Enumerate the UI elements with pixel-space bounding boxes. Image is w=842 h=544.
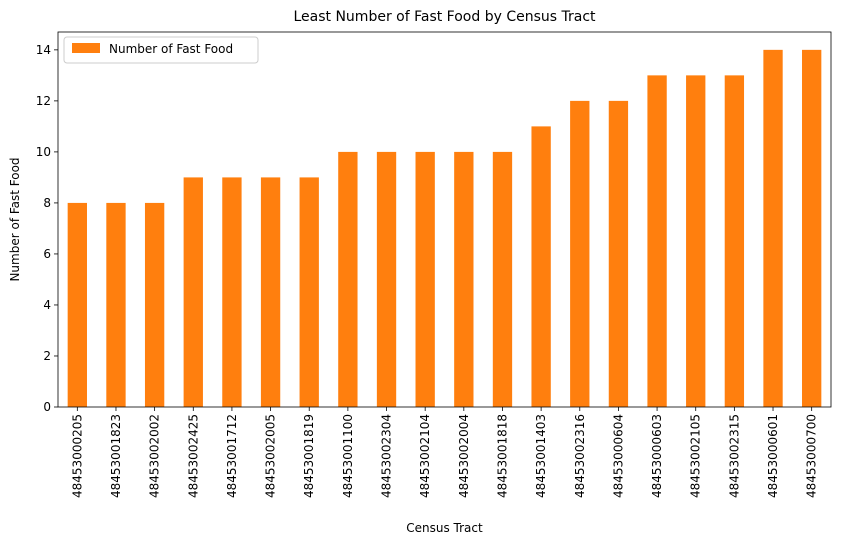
y-tick-label: 12 bbox=[36, 94, 51, 108]
bar-48453001100 bbox=[338, 151, 358, 407]
bar-48453000205 bbox=[67, 202, 87, 407]
y-tick-label: 14 bbox=[36, 43, 51, 57]
x-tick-label: 48453002002 bbox=[148, 414, 162, 498]
bar-48453002315 bbox=[724, 75, 745, 408]
x-tick-label: 48453002104 bbox=[418, 414, 432, 498]
x-tick-label: 48453002005 bbox=[264, 414, 278, 498]
y-tick-label: 8 bbox=[43, 196, 51, 210]
x-tick-label: 48453000700 bbox=[805, 414, 819, 498]
x-tick-label: 48453002105 bbox=[689, 414, 703, 498]
x-tick-label: 48453001818 bbox=[495, 414, 509, 498]
bar-48453001819 bbox=[299, 177, 319, 407]
bar-48453001712 bbox=[222, 177, 242, 407]
x-tick-label: 48453002304 bbox=[380, 414, 394, 498]
bar-48453002316 bbox=[570, 100, 590, 407]
legend-box bbox=[63, 36, 259, 64]
bar-48453002425 bbox=[183, 177, 203, 407]
x-tick-label: 48453002425 bbox=[186, 414, 200, 498]
bar-48453002304 bbox=[376, 151, 397, 407]
bar-48453000604 bbox=[608, 100, 629, 407]
y-tick-label: 4 bbox=[43, 298, 51, 312]
x-axis: 48453000205 48453001823 48453002002 4845300… bbox=[70, 407, 819, 498]
bar-48453001403 bbox=[531, 126, 551, 407]
plot-area bbox=[67, 49, 822, 408]
bar-48453001823 bbox=[106, 202, 126, 407]
y-tick-label: 6 bbox=[43, 247, 51, 261]
x-axis-label: Census Tract bbox=[406, 521, 483, 535]
y-tick-label: 2 bbox=[43, 349, 51, 363]
bar-48453002104 bbox=[415, 151, 435, 407]
x-tick-label: 48453000603 bbox=[650, 414, 664, 498]
bar-48453002004 bbox=[454, 151, 474, 407]
bar-48453002002 bbox=[144, 202, 165, 407]
x-tick-label: 48453001819 bbox=[302, 414, 316, 498]
x-tick-label: 48453000604 bbox=[611, 414, 625, 498]
x-tick-label: 48453000601 bbox=[766, 414, 780, 498]
x-tick-label: 48453002316 bbox=[573, 414, 587, 498]
bar-48453001818 bbox=[492, 151, 513, 407]
legend: Number of Fast Food bbox=[63, 36, 259, 64]
x-tick-label: 48453001823 bbox=[109, 414, 123, 498]
x-tick-label: 48453001100 bbox=[341, 414, 355, 498]
y-axis-label: Number of Fast Food bbox=[8, 157, 22, 281]
x-tick-label: 48453001403 bbox=[534, 414, 548, 498]
x-tick-label: 48453002315 bbox=[727, 414, 741, 498]
bar-48453002005 bbox=[260, 177, 281, 407]
bar-48453000601 bbox=[763, 49, 783, 407]
plot-frame bbox=[57, 31, 832, 408]
y-tick-label: 10 bbox=[36, 145, 51, 159]
legend-swatch bbox=[72, 43, 100, 53]
bar-48453000603 bbox=[647, 75, 667, 408]
bar-48453002105 bbox=[686, 75, 706, 408]
x-tick-label: 48453000205 bbox=[70, 414, 84, 498]
legend-label: Number of Fast Food bbox=[109, 42, 233, 56]
bar-48453000700 bbox=[802, 49, 822, 407]
y-tick-label: 0 bbox=[43, 400, 51, 414]
chart-title: Least Number of Fast Food by Census Trac… bbox=[293, 9, 596, 25]
x-tick-label: 48453002004 bbox=[457, 414, 471, 498]
x-tick-label: 48453001712 bbox=[225, 414, 239, 498]
y-axis: 0 2 4 6 8 10 12 14 bbox=[36, 43, 58, 414]
